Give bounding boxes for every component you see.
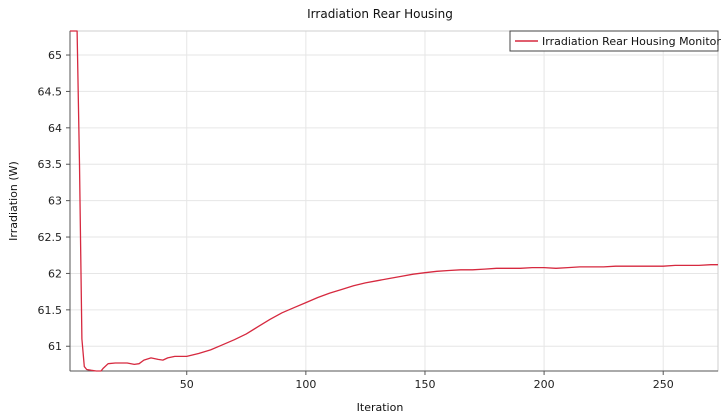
- y-tick-label: 65: [48, 49, 62, 62]
- y-axis-title: Irradiation (W): [7, 161, 20, 241]
- y-tick-label: 62.5: [38, 231, 63, 244]
- x-tick-label: 200: [534, 378, 555, 391]
- chart-title: Irradiation Rear Housing: [307, 7, 453, 21]
- legend-label: Irradiation Rear Housing Monitor: [542, 35, 721, 48]
- y-tick-label: 61.5: [38, 304, 63, 317]
- y-tick-label: 63: [48, 195, 62, 208]
- x-tick-label: 150: [414, 378, 435, 391]
- x-tick-label: 250: [653, 378, 674, 391]
- y-tick-labels: 61 61.5 62 62.5 63 63.5 64 64.5 65: [38, 49, 70, 353]
- grid-lines: [70, 31, 718, 371]
- legend-box: [509, 30, 719, 52]
- x-tick-label: 100: [295, 378, 316, 391]
- x-tick-labels: 50 100 150 200 250: [180, 371, 674, 391]
- series-group: [70, 30, 718, 372]
- y-tick-label: 62: [48, 267, 62, 280]
- y-tick-label: 64.5: [38, 85, 63, 98]
- y-tick-label: 63.5: [38, 158, 63, 171]
- y-tick-label: 61: [48, 340, 62, 353]
- x-axis-title: Iteration: [357, 401, 404, 414]
- x-tick-label: 50: [180, 378, 194, 391]
- series-line-irradiation-rear-housing-monitor: [70, 30, 718, 372]
- y-tick-label: 64: [48, 122, 62, 135]
- legend: Irradiation Rear Housing Monitor: [509, 30, 721, 52]
